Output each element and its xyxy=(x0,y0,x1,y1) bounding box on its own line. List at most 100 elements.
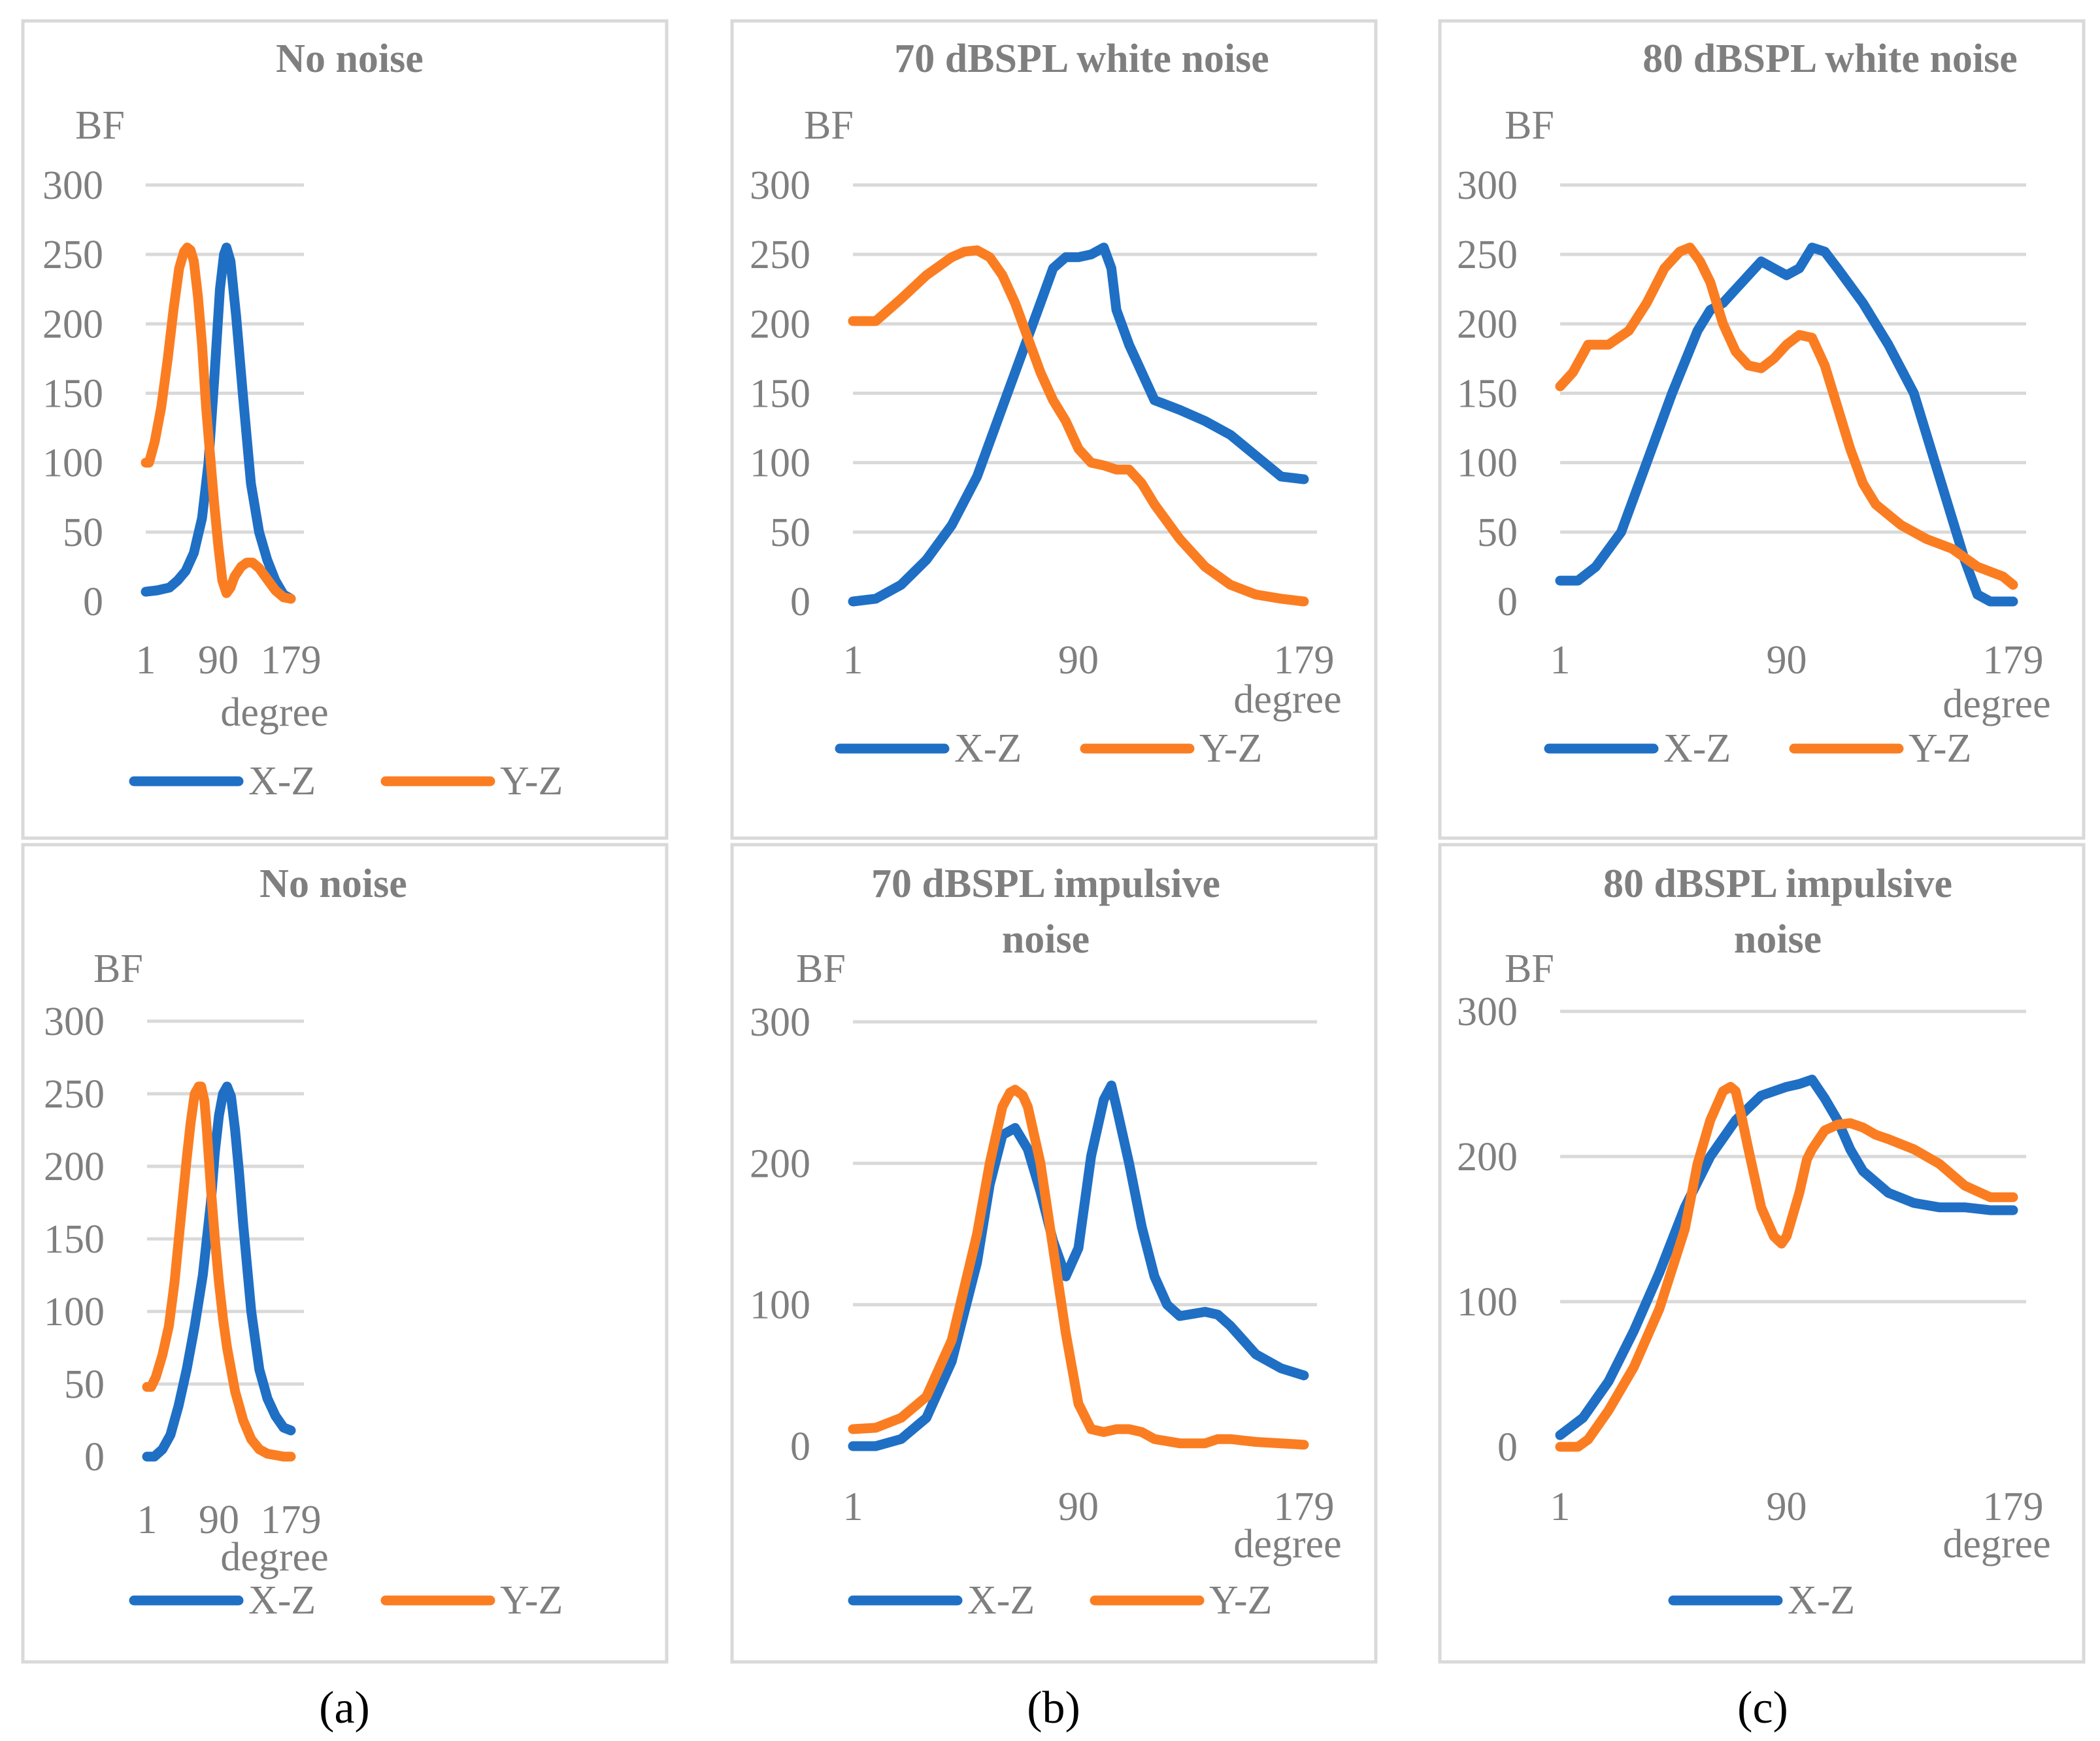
x-tick-label: 1 xyxy=(1550,1485,1571,1529)
y-axis-label: BF xyxy=(1505,947,1554,991)
y-tick-label: 50 xyxy=(63,511,103,555)
y-tick-label: 200 xyxy=(750,1141,810,1186)
y-tick-label: 250 xyxy=(750,233,810,277)
series-line-x-z xyxy=(142,1081,296,1462)
chart-panel-6: 80 dBSPL impulsive noise BF 0 100 200 300 1 90 17… xyxy=(1438,843,2086,1664)
panel-frame xyxy=(1438,19,2086,840)
legend-label-x-z: X-Z xyxy=(1663,726,1731,771)
legend-label-x-z: X-Z xyxy=(248,1578,316,1623)
sublabel-a: (a) xyxy=(319,1683,370,1733)
x-tick-label: 179 xyxy=(1983,1485,2044,1529)
series-line-y-z xyxy=(1555,243,2018,590)
x-axis-label: degree xyxy=(1942,682,2050,726)
chart-title-line-1: 80 dBSPL impulsive xyxy=(1603,862,1952,906)
y-tick-label: 300 xyxy=(44,1000,105,1044)
x-tick-label: 90 xyxy=(199,1498,239,1542)
y-tick-label: 200 xyxy=(1457,1135,1518,1179)
y-tick-label: 0 xyxy=(790,580,810,624)
series-line-x-z xyxy=(1555,243,2018,607)
legend-label-x-z: X-Z xyxy=(1788,1578,1855,1623)
legend-label-y-z: Y-Z xyxy=(1199,726,1262,771)
x-tick-label: 179 xyxy=(1983,638,2044,683)
x-axis-label: degree xyxy=(1942,1522,2050,1566)
chart-panel-5: 70 dBSPL impulsive noise BF 0 100 200 300 1 90 17… xyxy=(730,843,1378,1664)
x-tick-label: 179 xyxy=(1274,1485,1335,1529)
x-tick-label: 1 xyxy=(1550,638,1571,683)
y-axis-label: BF xyxy=(1505,103,1554,148)
chart-title: No noise xyxy=(259,862,407,906)
y-tick-label: 0 xyxy=(83,580,103,624)
x-tick-label: 90 xyxy=(198,638,239,683)
chart-title: 80 dBSPL white noise xyxy=(1642,37,2018,81)
y-tick-label: 200 xyxy=(44,1145,105,1189)
x-tick-label: 90 xyxy=(1058,638,1099,683)
chart-panel-4: No noise BF 0 50 100 150 200 250 300 1 90 179degree… xyxy=(21,843,669,1664)
chart-panel-2: 70 dBSPL white noise BF 0 50 100 150 200 250 300… xyxy=(730,19,1378,840)
chart-title-line-1: 70 dBSPL impulsive xyxy=(871,862,1220,906)
series-line-y-z xyxy=(142,1081,296,1462)
x-axis-label: degree xyxy=(220,690,328,735)
series-line-x-z xyxy=(848,1080,1309,1451)
sublabel-b: (b) xyxy=(1027,1683,1080,1733)
y-tick-label: 150 xyxy=(44,1217,105,1262)
series-line-x-z xyxy=(848,243,1309,607)
y-tick-label: 100 xyxy=(1457,441,1518,486)
chart-title-line-2: noise xyxy=(1002,917,1090,962)
y-tick-label: 50 xyxy=(770,511,810,555)
x-tick-label: 1 xyxy=(843,1485,863,1529)
series-line-x-z xyxy=(1555,1074,2018,1440)
y-tick-label: 150 xyxy=(750,372,810,416)
legend-label-y-z: Y-Z xyxy=(500,1578,563,1623)
x-tick-label: 90 xyxy=(1767,638,1807,683)
series-line-unlabeled xyxy=(1555,1081,2018,1452)
y-tick-label: 0 xyxy=(84,1435,105,1479)
x-tick-label: 1 xyxy=(137,1498,158,1542)
series-line-y-z xyxy=(848,1085,1309,1450)
y-tick-label: 200 xyxy=(1457,302,1518,347)
y-tick-label: 0 xyxy=(1497,1425,1518,1470)
y-axis-label: BF xyxy=(75,103,125,148)
y-tick-label: 300 xyxy=(42,163,103,208)
y-axis-label: BF xyxy=(796,947,846,991)
y-tick-label: 50 xyxy=(1477,511,1518,555)
y-tick-label: 300 xyxy=(1457,163,1518,208)
y-tick-label: 100 xyxy=(42,441,103,486)
series-line-x-z xyxy=(141,243,296,604)
legend-label-y-z: Y-Z xyxy=(1908,726,1971,771)
y-tick-label: 300 xyxy=(750,1000,810,1045)
y-axis-label: BF xyxy=(804,103,854,148)
chart-title: 70 dBSPL white noise xyxy=(894,37,1269,81)
chart-panel-1: No noise BF 0 50 100 150 200 250 300 1 90 179 degree… xyxy=(21,19,669,840)
legend-label-y-z: Y-Z xyxy=(500,759,563,803)
y-tick-label: 100 xyxy=(750,441,810,486)
y-tick-label: 150 xyxy=(42,372,103,416)
y-tick-label: 50 xyxy=(64,1362,105,1407)
y-tick-label: 100 xyxy=(44,1290,105,1334)
x-tick-label: 179 xyxy=(261,1498,322,1542)
series-line-y-z xyxy=(141,243,296,604)
x-tick-label: 1 xyxy=(843,638,863,683)
y-tick-label: 200 xyxy=(750,302,810,347)
legend-label-x-z: X-Z xyxy=(248,759,316,803)
series-line-y-z xyxy=(848,245,1309,607)
chart-panel-3: 80 dBSPL white noise BF 0 50 100 150 200 250 300… xyxy=(1438,19,2086,840)
y-tick-label: 0 xyxy=(790,1425,810,1469)
x-tick-label: 90 xyxy=(1058,1485,1099,1529)
y-axis-label: BF xyxy=(93,947,143,991)
panel-frame xyxy=(21,19,669,840)
panel-frame xyxy=(21,843,669,1664)
y-tick-label: 100 xyxy=(750,1283,810,1328)
legend-label-y-z: Y-Z xyxy=(1209,1578,1272,1623)
y-tick-label: 0 xyxy=(1497,580,1518,624)
chart-title: No noise xyxy=(276,37,424,81)
legend-label-x-z: X-Z xyxy=(954,726,1022,771)
x-axis-label: degree xyxy=(220,1535,328,1580)
x-tick-label: 179 xyxy=(261,638,322,683)
sublabel-c: (c) xyxy=(1737,1683,1788,1733)
sublabel-group: (a) (b) (c) xyxy=(319,1683,1788,1733)
x-axis-label: degree xyxy=(1233,1522,1341,1566)
x-tick-label: 90 xyxy=(1767,1485,1807,1529)
y-tick-label: 300 xyxy=(750,163,810,208)
y-tick-label: 200 xyxy=(42,302,103,347)
